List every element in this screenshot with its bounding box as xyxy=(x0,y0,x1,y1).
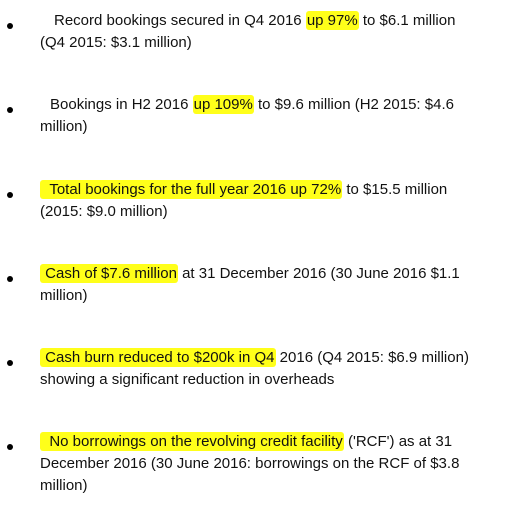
highlighted-text-content: Cash burn reduced to $200k in Q4 xyxy=(45,349,275,366)
highlighted-text-content: No borrowings on the revolving credit fa… xyxy=(49,433,343,450)
text-line: Cash burn reduced to $200k in Q4 2016 (Q… xyxy=(40,347,522,369)
bullet-dot xyxy=(7,107,13,113)
text-line: million) xyxy=(40,287,88,304)
list-item-text: Total bookings for the full year 2016 up… xyxy=(40,179,522,223)
text-segment: Bookings in H2 2016 xyxy=(50,96,193,113)
list-item-text: Record bookings secured in Q4 2016 up 97… xyxy=(40,10,522,54)
bullet-dot xyxy=(7,444,13,450)
highlighted-text: up 97% xyxy=(305,11,359,30)
list-item-text: No borrowings on the revolving credit fa… xyxy=(40,431,522,497)
text-segment: ('RCF') as at 31 xyxy=(343,433,453,450)
highlighted-text: Cash of $7.6 million xyxy=(40,264,178,283)
highlighted-text: Total bookings for the full year 2016 up… xyxy=(40,180,343,199)
list-item-text: Cash burn reduced to $200k in Q4 2016 (Q… xyxy=(40,347,522,391)
bullet-dot xyxy=(7,360,13,366)
text-segment: to $9.6 million (H2 2015: $4.6 xyxy=(253,96,454,113)
bullet-dot xyxy=(7,23,13,29)
text-line: Total bookings for the full year 2016 up… xyxy=(40,179,522,201)
highlighted-text: up 109% xyxy=(192,95,254,114)
text-line: showing a significant reduction in overh… xyxy=(40,371,335,388)
highlighted-text-content: Cash of $7.6 million xyxy=(45,265,177,282)
text-line: (2015: $9.0 million) xyxy=(40,203,168,220)
text-segment: to $15.5 million xyxy=(342,181,448,198)
text-line: Record bookings secured in Q4 2016 up 97… xyxy=(40,10,522,32)
list-item-text: Cash of $7.6 million at 31 December 2016… xyxy=(40,263,522,307)
text-segment: Record bookings secured in Q4 2016 xyxy=(54,12,306,29)
text-line: million) xyxy=(40,118,88,135)
text-line: December 2016 (30 June 2016: borrowings … xyxy=(40,455,460,472)
text-line: Cash of $7.6 million at 31 December 2016… xyxy=(40,263,522,285)
highlighted-text: No borrowings on the revolving credit fa… xyxy=(40,432,344,451)
list-item-text: Bookings in H2 2016 up 109% to $9.6 mill… xyxy=(40,94,522,138)
bullet-dot xyxy=(7,192,13,198)
highlighted-text-content: Total bookings for the full year 2016 up… xyxy=(49,181,342,198)
text-segment: to $6.1 million xyxy=(358,12,456,29)
text-line: No borrowings on the revolving credit fa… xyxy=(40,431,522,453)
text-line: million) xyxy=(40,477,88,494)
highlighted-text: Cash burn reduced to $200k in Q4 xyxy=(40,348,276,367)
text-segment: at 31 December 2016 (30 June 2016 $1.1 xyxy=(177,265,460,282)
text-line: Bookings in H2 2016 up 109% to $9.6 mill… xyxy=(40,94,522,116)
text-line: (Q4 2015: $3.1 million) xyxy=(40,34,192,51)
text-segment: 2016 (Q4 2015: $6.9 million) xyxy=(275,349,469,366)
bullet-dot xyxy=(7,276,13,282)
